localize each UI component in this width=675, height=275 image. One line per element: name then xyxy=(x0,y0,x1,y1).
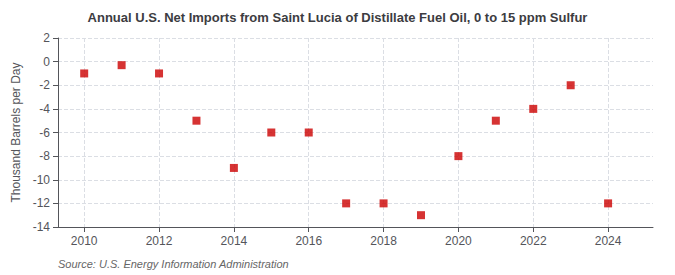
svg-text:2012: 2012 xyxy=(146,234,173,248)
svg-text:-6: -6 xyxy=(39,126,50,140)
svg-text:Source: U.S. Energy Informatio: Source: U.S. Energy Information Administ… xyxy=(58,258,289,270)
svg-text:-10: -10 xyxy=(33,173,51,187)
svg-text:-8: -8 xyxy=(39,149,50,163)
svg-text:-12: -12 xyxy=(33,196,51,210)
svg-text:-4: -4 xyxy=(39,102,50,116)
svg-text:-2: -2 xyxy=(39,78,50,92)
svg-text:2016: 2016 xyxy=(295,234,322,248)
svg-text:2018: 2018 xyxy=(370,234,397,248)
svg-text:Annual U.S. Net Imports from S: Annual U.S. Net Imports from Saint Lucia… xyxy=(88,10,588,25)
svg-text:2022: 2022 xyxy=(520,234,547,248)
svg-text:2020: 2020 xyxy=(445,234,472,248)
svg-text:-14: -14 xyxy=(33,220,51,234)
svg-text:2024: 2024 xyxy=(595,234,622,248)
svg-text:Thousand Barrels per Day: Thousand Barrels per Day xyxy=(9,62,23,202)
svg-text:2010: 2010 xyxy=(71,234,98,248)
svg-text:2014: 2014 xyxy=(221,234,248,248)
svg-text:2: 2 xyxy=(43,31,50,45)
svg-text:0: 0 xyxy=(43,55,50,69)
